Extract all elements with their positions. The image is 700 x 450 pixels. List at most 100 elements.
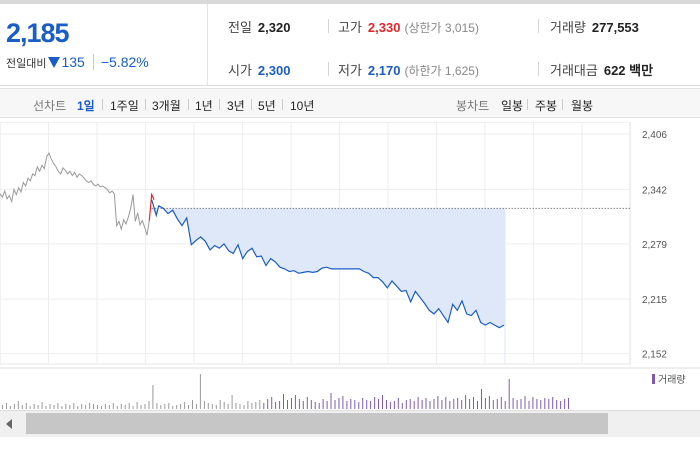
divider	[251, 99, 252, 110]
volume-panel: 거래량	[0, 367, 700, 409]
scroll-thumb[interactable]	[26, 413, 608, 434]
volume-bar	[148, 401, 150, 409]
volume-bar	[2, 405, 3, 409]
line-chart-label: 선차트	[33, 99, 67, 113]
volume-bar	[231, 395, 233, 409]
quote-summary: 2,185 전일대비 135 −5.82% 전일 2,320 고가 2,330 (상한가 …	[0, 4, 700, 86]
volume-bar	[223, 402, 225, 409]
volume-bar	[393, 401, 395, 409]
tab-1w[interactable]: 1주일	[110, 99, 139, 113]
volume-bar	[164, 404, 166, 409]
tab-3m[interactable]: 3개월	[152, 99, 181, 113]
volume-bar	[207, 403, 209, 409]
tab-1d[interactable]: 1일	[77, 99, 95, 113]
volume-bar	[65, 404, 67, 409]
divider	[538, 62, 539, 76]
current-price: 2,185	[6, 18, 70, 48]
volume-bar	[473, 397, 474, 409]
volume-bar	[306, 397, 308, 409]
volume-bar	[17, 401, 19, 409]
volume-bar	[283, 394, 284, 409]
today-open-up-line	[148, 192, 155, 221]
volume-bar	[243, 405, 245, 409]
divider	[102, 99, 103, 110]
volume-bar	[524, 396, 526, 409]
volume-bar	[104, 404, 106, 409]
volume-bar	[429, 401, 431, 409]
volume-bar	[247, 401, 249, 409]
tab-weekly[interactable]: 주봉	[535, 99, 558, 113]
volume-bar	[267, 399, 269, 409]
volume-bar	[445, 397, 447, 409]
tab-monthly[interactable]: 월봉	[571, 99, 594, 113]
volume-bar	[508, 379, 510, 409]
volume-bar	[108, 405, 110, 409]
volume-bar	[318, 403, 320, 409]
volume-bar	[461, 400, 463, 409]
volume-bar	[477, 401, 478, 409]
scroll-left-icon[interactable]	[6, 419, 12, 429]
volume-bar	[77, 406, 79, 409]
volume-bar	[441, 400, 443, 409]
volume-bar	[326, 401, 328, 409]
volume-bar	[112, 403, 114, 409]
volume-bar	[457, 398, 459, 409]
tab-3y[interactable]: 3년	[227, 99, 245, 113]
volume-bar	[382, 395, 383, 409]
high-cell: 고가 2,330 (상한가 3,015)	[338, 17, 479, 36]
tab-5y[interactable]: 5년	[258, 99, 276, 113]
volume-bar	[409, 399, 411, 409]
volume-bar	[568, 398, 569, 409]
volume-bar	[199, 374, 201, 409]
trade-value-label: 거래대금	[550, 63, 598, 78]
volume-bar	[481, 389, 482, 409]
volume-bar	[57, 403, 59, 409]
volume-bar	[101, 406, 102, 409]
tab-daily[interactable]: 일봉	[501, 99, 524, 113]
volume-bar	[465, 395, 467, 409]
divider	[145, 99, 146, 110]
volume-bar	[287, 400, 288, 409]
volume-bar	[298, 399, 300, 409]
volume-bar	[215, 405, 217, 409]
y-tick-label: 2,152	[642, 350, 667, 361]
volume-bar	[211, 404, 213, 409]
upper-limit: (상한가 3,015)	[404, 21, 479, 35]
volume-bar	[294, 395, 296, 409]
divider	[282, 99, 283, 110]
volume-bar	[389, 402, 391, 409]
volume-bar	[152, 385, 154, 409]
volume-bar	[41, 402, 43, 409]
volume-legend-swatch	[652, 374, 655, 384]
divider	[538, 19, 539, 33]
volume-bar	[504, 401, 506, 409]
price-chart: 2,406 2,342 2,279 2,215 2,152 거래량	[0, 122, 700, 409]
volume-bar	[405, 400, 407, 409]
volume-bar	[279, 401, 281, 409]
chart-scrollbar[interactable]	[0, 410, 700, 437]
volume-bar	[314, 402, 316, 409]
tab-10y[interactable]: 10년	[290, 99, 315, 113]
volume-bar	[116, 406, 118, 409]
volume-label: 거래량	[550, 20, 586, 35]
candle-chart-label: 봉차트	[456, 99, 490, 113]
volume-bar	[21, 405, 23, 409]
volume-bar	[33, 404, 35, 409]
change-row: 전일대비 135 −5.82%	[6, 54, 149, 71]
volume-bar	[255, 402, 257, 409]
down-triangle-icon	[48, 57, 61, 68]
volume-bar	[520, 399, 522, 409]
tab-1y[interactable]: 1년	[195, 99, 213, 113]
volume-bar	[196, 404, 197, 409]
divider	[328, 62, 329, 76]
volume-bar	[156, 403, 158, 409]
volume-bar	[192, 400, 193, 409]
top-strip	[0, 0, 700, 4]
volume-bar	[73, 403, 75, 409]
volume-bar	[219, 400, 221, 409]
volume-bar	[89, 403, 91, 409]
volume-bar	[386, 400, 387, 409]
volume-bar	[128, 403, 130, 409]
volume-bar	[188, 405, 189, 409]
volume-bar	[136, 402, 138, 409]
